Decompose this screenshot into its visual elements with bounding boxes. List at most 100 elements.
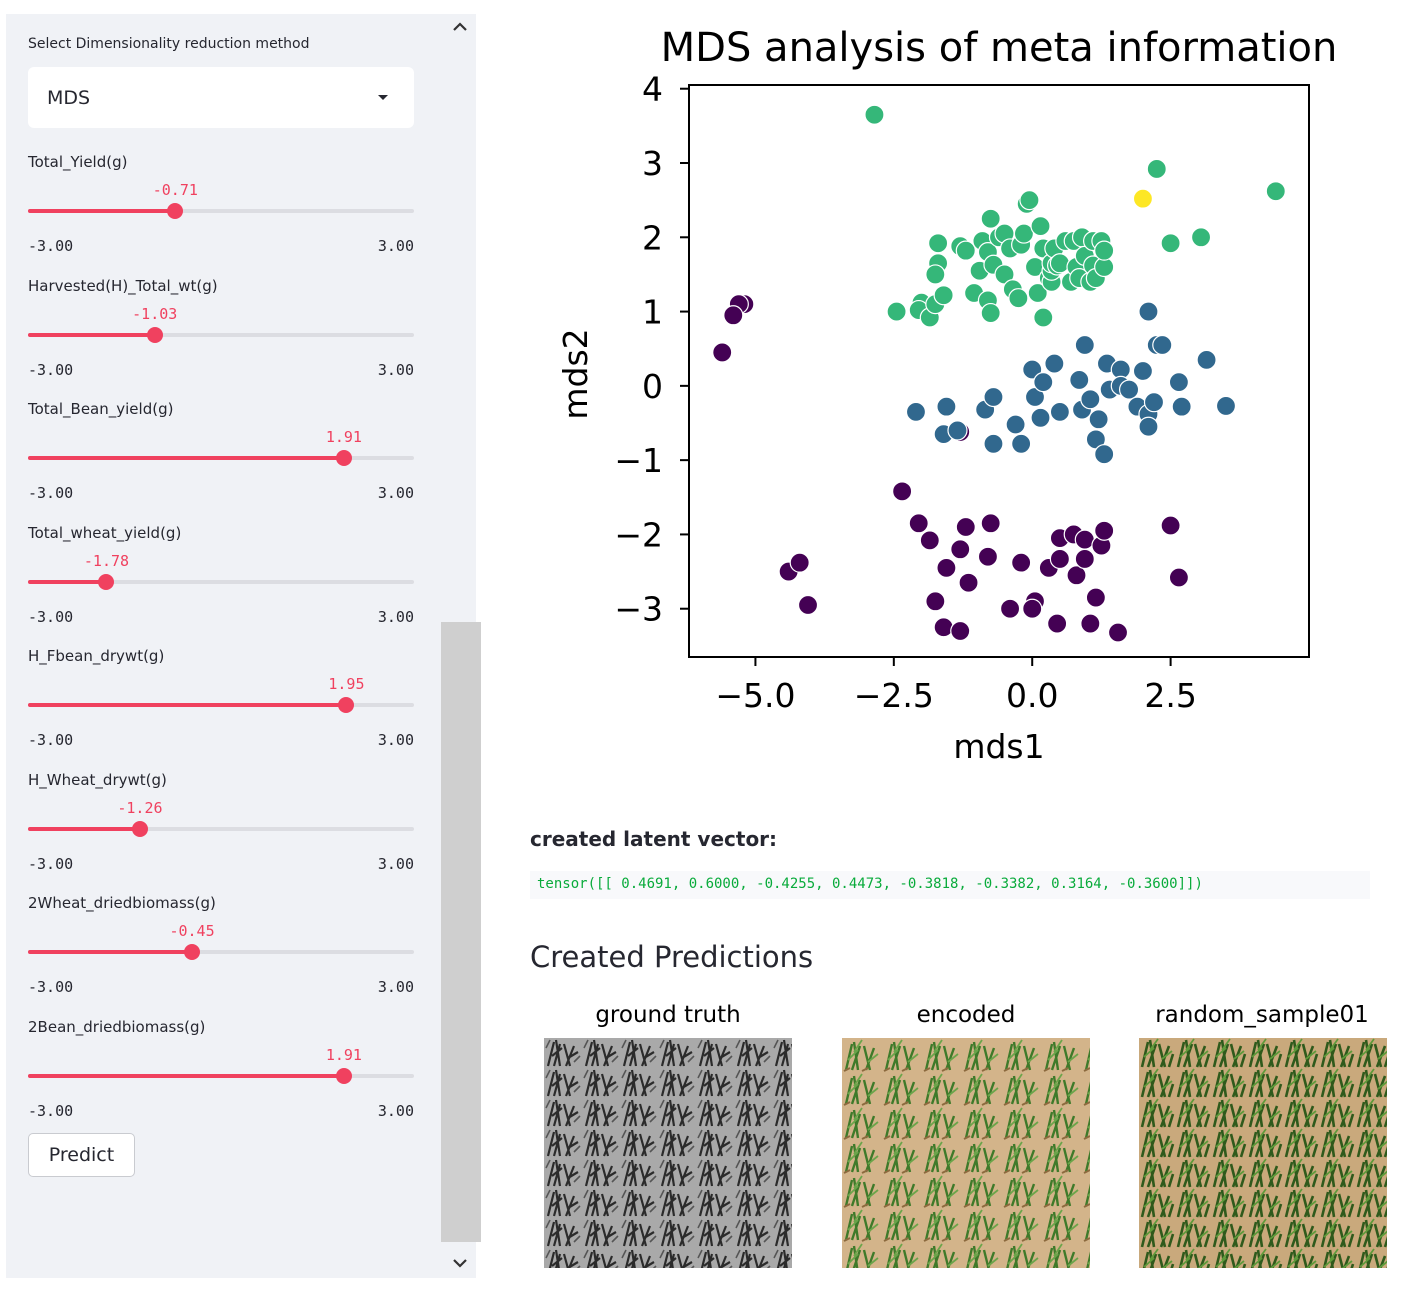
data-point bbox=[947, 420, 968, 441]
x-axis-label: mds1 bbox=[953, 727, 1044, 766]
slider-fill bbox=[28, 1073, 344, 1078]
slider-fill bbox=[28, 209, 176, 213]
y-tick-label: 1 bbox=[642, 293, 663, 332]
slider-fill bbox=[28, 456, 344, 460]
slider[interactable]: 1.95 -3.00 3.00 bbox=[28, 661, 414, 749]
data-point bbox=[933, 285, 954, 306]
slider-thumb[interactable] bbox=[335, 450, 352, 466]
slider-label: Total_Yield(g) bbox=[28, 153, 128, 171]
slider-min: -3.00 bbox=[28, 484, 74, 502]
slider[interactable]: -1.03 -3.00 3.00 bbox=[28, 291, 414, 379]
slider-value: -0.71 bbox=[152, 181, 198, 199]
y-tick-label: 3 bbox=[642, 144, 663, 183]
slider-label: 2Wheat_driedbiomass(g) bbox=[28, 894, 216, 912]
data-point bbox=[928, 233, 949, 254]
ground-truth-image bbox=[544, 1038, 792, 1268]
y-axis-ticks: 4 3 2 1 0 −1 −2 −3 bbox=[614, 70, 689, 629]
random-sample-image bbox=[1139, 1038, 1387, 1268]
slider[interactable]: -0.71 -3.00 3.00 bbox=[28, 167, 414, 255]
slider-fill bbox=[28, 826, 140, 831]
data-point bbox=[1013, 223, 1035, 244]
slider-label: Harvested(H)_Total_wt(g) bbox=[28, 276, 218, 295]
slider-thumb[interactable] bbox=[338, 697, 355, 713]
data-point bbox=[1171, 396, 1192, 417]
data-point bbox=[1196, 349, 1217, 370]
slider-min: -3.00 bbox=[28, 731, 74, 749]
y-tick-label: 4 bbox=[642, 70, 663, 109]
latent-vector-heading: created latent vector: bbox=[530, 827, 778, 851]
data-point bbox=[1152, 334, 1173, 356]
x-tick-label: 2.5 bbox=[1144, 676, 1196, 715]
slider-track[interactable] bbox=[28, 332, 414, 337]
data-point bbox=[1019, 190, 1040, 211]
data-point bbox=[797, 594, 819, 616]
data-point bbox=[958, 572, 979, 593]
slider-thumb[interactable] bbox=[131, 820, 148, 837]
caption-random-sample: random_sample01 bbox=[1155, 1002, 1369, 1028]
data-point bbox=[1107, 622, 1129, 643]
slider-track[interactable] bbox=[28, 579, 414, 584]
data-point bbox=[1044, 353, 1065, 374]
data-point bbox=[977, 546, 999, 567]
data-point bbox=[1132, 188, 1154, 209]
data-point bbox=[955, 516, 976, 538]
slider-label: Total_wheat_yield(g) bbox=[28, 523, 182, 542]
data-point bbox=[1047, 613, 1068, 634]
slider-thumb[interactable] bbox=[167, 203, 184, 219]
slider-min: -3.00 bbox=[28, 607, 74, 626]
slider[interactable]: 1.91 -3.00 3.00 bbox=[28, 414, 414, 502]
x-tick-label: 0.0 bbox=[1006, 676, 1058, 715]
predictions-heading: Created Predictions bbox=[530, 940, 814, 974]
data-point bbox=[1049, 548, 1070, 570]
predict-button[interactable]: Predict bbox=[28, 1133, 135, 1177]
data-point bbox=[1030, 216, 1051, 237]
scroll-down-icon[interactable] bbox=[451, 1254, 469, 1272]
slider[interactable]: -1.78 -3.00 3.00 bbox=[28, 538, 414, 626]
slider-thumb[interactable] bbox=[184, 944, 201, 960]
slider-thumb[interactable] bbox=[146, 326, 163, 343]
slider-min: -3.00 bbox=[28, 854, 74, 873]
slider-label: H_Wheat_drywt(g) bbox=[28, 770, 167, 789]
data-point bbox=[936, 557, 957, 578]
scroll-up-icon[interactable] bbox=[451, 18, 469, 36]
slider-track[interactable] bbox=[28, 209, 414, 213]
slider-thumb[interactable] bbox=[335, 1067, 352, 1084]
data-point bbox=[789, 552, 810, 573]
slider-value: 1.91 bbox=[325, 428, 362, 446]
slider[interactable]: 1.91 -3.00 3.00 bbox=[28, 1032, 414, 1120]
slider[interactable]: -1.26 -3.00 3.00 bbox=[28, 785, 414, 873]
slider-track[interactable] bbox=[28, 950, 414, 954]
data-point bbox=[1022, 598, 1043, 619]
data-point bbox=[1080, 389, 1101, 410]
x-tick-label: −5.0 bbox=[715, 676, 795, 715]
slider-label: Total_Bean_yield(g) bbox=[28, 400, 174, 418]
data-point bbox=[983, 386, 1004, 408]
method-select[interactable]: MDS bbox=[28, 67, 414, 128]
data-point bbox=[1027, 282, 1048, 304]
scatter-points bbox=[712, 104, 1286, 643]
data-point bbox=[1168, 567, 1190, 588]
slider-min: -3.00 bbox=[28, 978, 74, 996]
data-point bbox=[983, 433, 1004, 454]
data-point bbox=[892, 481, 913, 502]
data-point bbox=[1066, 565, 1087, 586]
data-point bbox=[1085, 587, 1106, 608]
caption-encoded: encoded bbox=[916, 1002, 1016, 1028]
slider-min: -3.00 bbox=[28, 360, 74, 379]
slider-label: H_Fbean_drywt(g) bbox=[28, 647, 165, 665]
sidebar-scrollbar[interactable] bbox=[441, 14, 481, 1278]
slider-thumb[interactable] bbox=[98, 573, 115, 590]
slider-track[interactable] bbox=[28, 826, 414, 831]
data-point bbox=[712, 342, 733, 363]
data-point bbox=[925, 591, 946, 612]
data-point bbox=[1011, 552, 1032, 573]
data-point bbox=[950, 620, 971, 642]
y-tick-label: 2 bbox=[642, 218, 663, 257]
scrollbar-thumb[interactable] bbox=[441, 622, 481, 1242]
data-point bbox=[1033, 307, 1054, 328]
y-tick-label: −3 bbox=[614, 590, 663, 629]
slider[interactable]: -0.45 -3.00 3.00 bbox=[28, 908, 414, 996]
method-select-label: Select Dimensionality reduction method bbox=[28, 36, 310, 52]
slider-label: 2Bean_driedbiomass(g) bbox=[28, 1017, 206, 1036]
slider-max: 3.00 bbox=[377, 731, 414, 749]
